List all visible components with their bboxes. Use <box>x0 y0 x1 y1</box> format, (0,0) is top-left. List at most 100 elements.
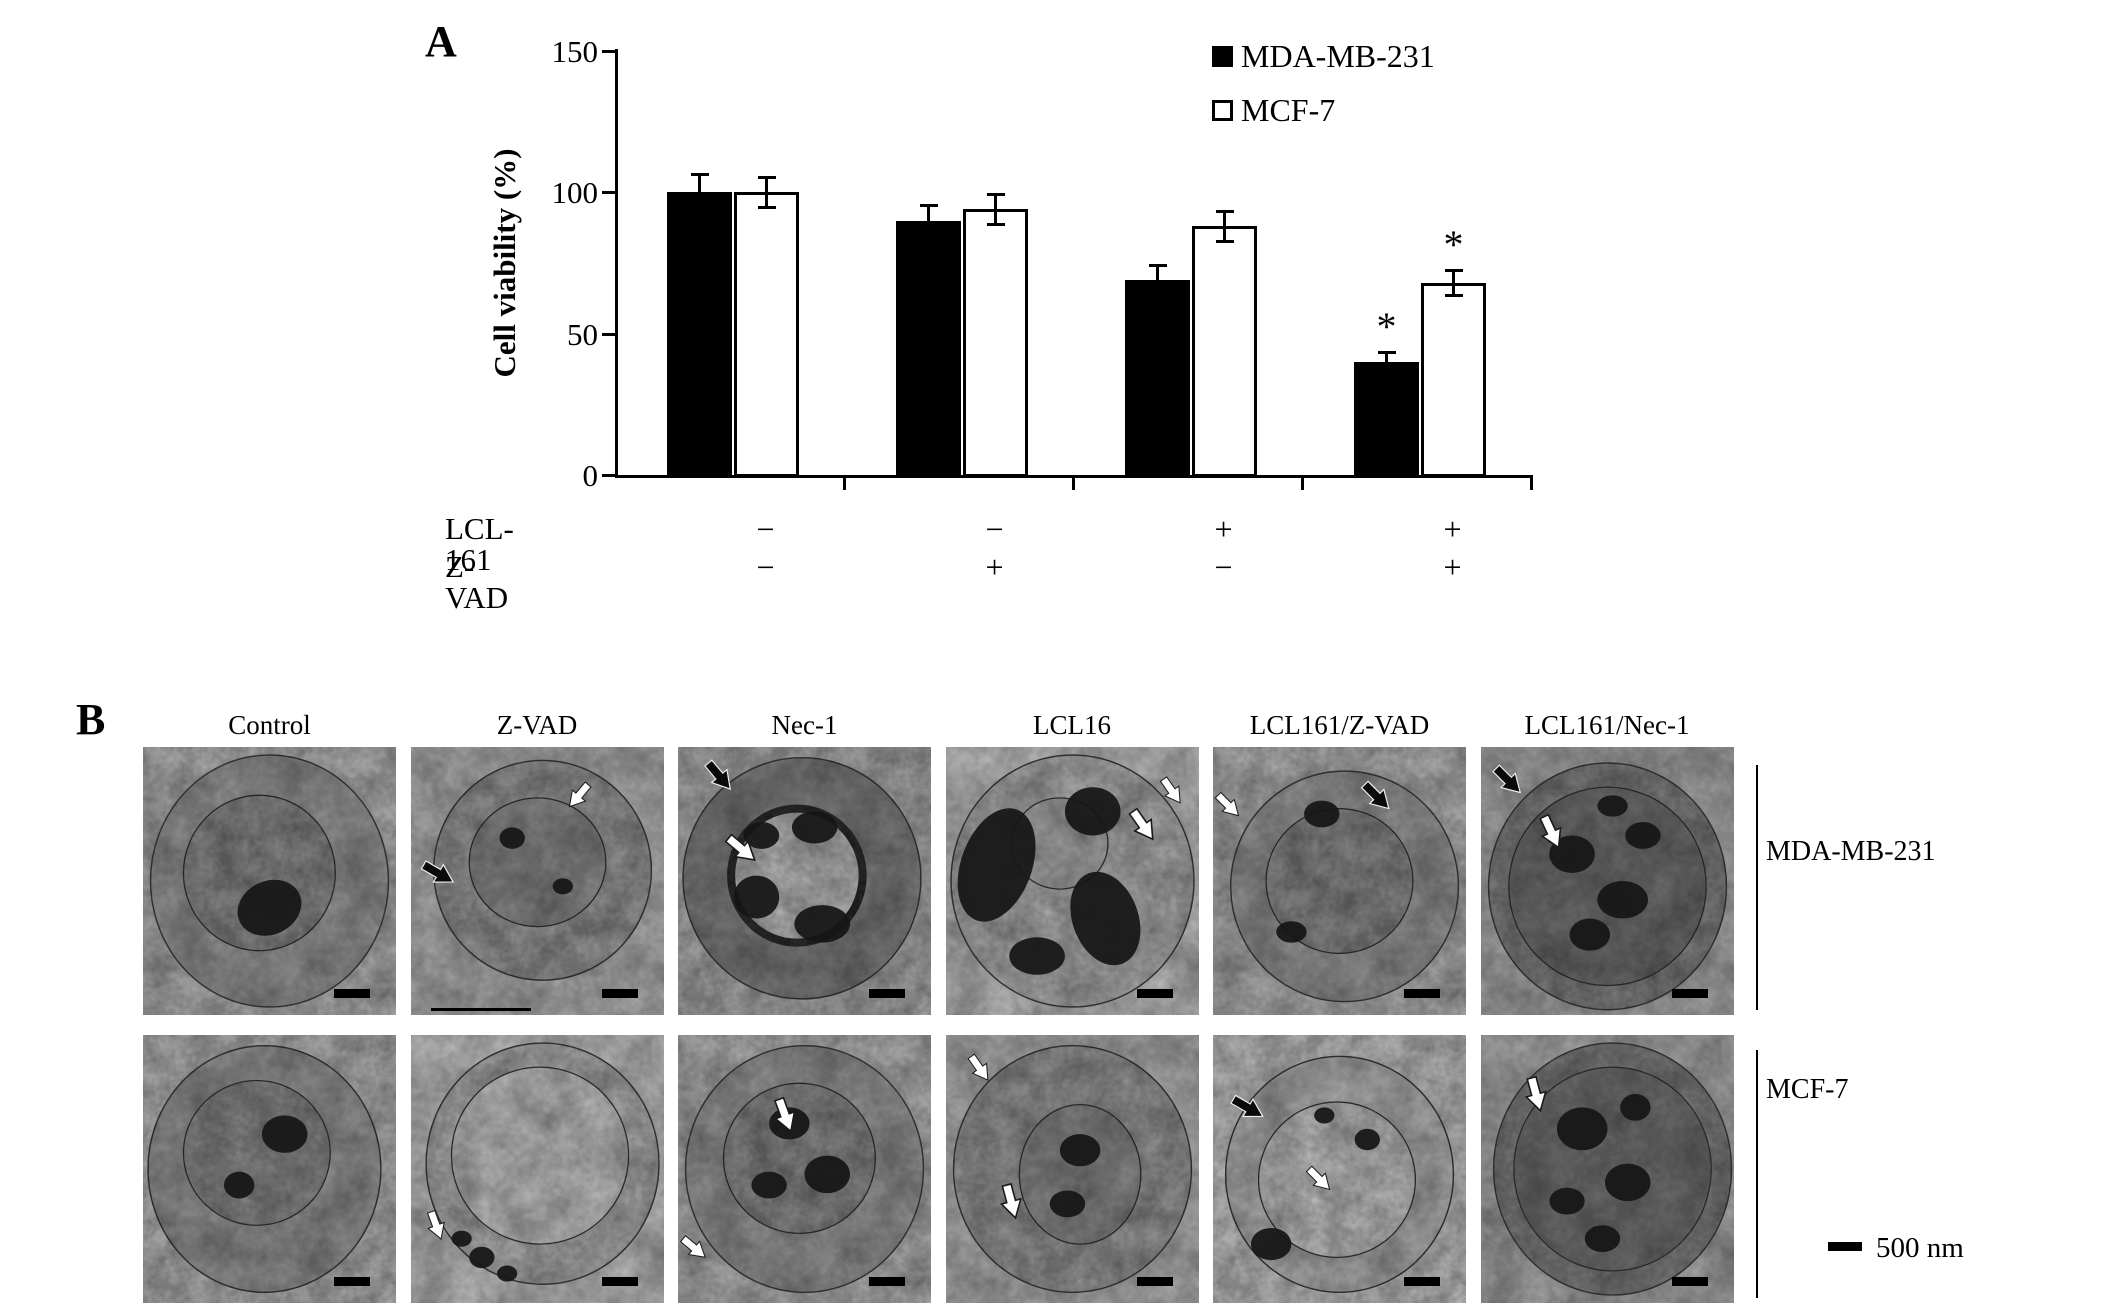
scale-bar-icon <box>334 989 370 998</box>
micrograph-mda-mb-231-lcl16 <box>945 747 1199 1015</box>
scale-bar-icon <box>869 1277 905 1286</box>
bar-mcf-7-group-4 <box>1421 282 1486 477</box>
white-arrow-icon <box>1538 813 1561 849</box>
condition-label-lcl-161: LCL-161 <box>445 511 514 577</box>
micrograph-mda-mb-231-lcl161-z-vad <box>1213 747 1466 1015</box>
legend-entry-mcf-7: MCF-7 <box>1212 94 1435 126</box>
white-arrow-icon <box>1127 807 1154 841</box>
y-tick-150 <box>602 50 615 53</box>
scale-bar-icon <box>1671 1277 1708 1286</box>
error-cap-top-MCF-7-2 <box>986 193 1005 197</box>
y-tick-0 <box>602 474 615 477</box>
legend-swatch-open-white <box>1212 99 1233 121</box>
error-cap-top-MCF-7-1 <box>757 176 776 180</box>
chart-legend: MDA-MB-231 MCF-7 <box>1212 40 1435 126</box>
error-cap-top-MDA-MB-231-2 <box>919 204 938 208</box>
white-arrow-icon <box>724 833 756 861</box>
column-header-lcl161-nec-1: LCL161/Nec-1 <box>1524 710 1690 740</box>
legend-entry-mda-mb-231: MDA-MB-231 <box>1212 40 1435 72</box>
error-stem-MDA-MB-231-1 <box>698 175 701 193</box>
bar-mcf-7-group-3 <box>1192 226 1257 477</box>
scale-bar-icon <box>1404 989 1440 998</box>
black-arrow-icon <box>1491 764 1521 794</box>
micrograph-tile-mda-mb-231-lcl161-z-vad <box>1213 747 1466 1015</box>
x-tick-1 <box>843 478 846 490</box>
micrograph-tile-mcf-7-lcl161-nec-1 <box>1480 1035 1734 1303</box>
scale-bar-icon <box>1136 989 1173 998</box>
bar-mda-mb-231-group-2 <box>896 220 961 477</box>
error-cap-bottom-MCF-7-2 <box>986 223 1005 227</box>
y-tick-label-150: 150 <box>551 34 599 69</box>
column-header-lcl161-z-vad: LCL161/Z-VAD <box>1249 710 1430 740</box>
scale-bar-icon <box>1136 1277 1173 1286</box>
row-bracket-mcf-7 <box>1756 1050 1758 1298</box>
scale-bar-icon <box>1671 989 1708 998</box>
row-bracket-mda-mb-231 <box>1756 765 1758 1010</box>
white-outline-arrow-icon <box>1305 1165 1331 1191</box>
y-tick-label-50: 50 <box>567 316 598 352</box>
column-header-z-vad: Z-VAD <box>496 710 578 740</box>
micrograph-tile-mcf-7-lcl161-z-vad <box>1213 1035 1466 1303</box>
white-outline-arrow-icon <box>1214 791 1240 817</box>
micrograph-mcf-7-lcl161-z-vad <box>1213 1035 1466 1303</box>
column-header-control: Control <box>228 710 311 740</box>
black-arrow-icon <box>420 860 454 883</box>
error-cap-bottom-MCF-7-4 <box>1444 294 1463 298</box>
micrograph-tile-mcf-7-nec-1 <box>678 1035 931 1303</box>
error-cap-top-MDA-MB-231-1 <box>690 173 709 177</box>
white-outline-arrow-icon <box>426 1209 445 1240</box>
black-arrow-icon <box>1230 1094 1264 1118</box>
error-stem-MDA-MB-231-4 <box>1385 353 1388 362</box>
white-arrow-icon <box>1524 1075 1547 1113</box>
y-tick-100 <box>602 191 615 195</box>
error-stem-MDA-MB-231-2 <box>927 206 930 221</box>
x-axis-line <box>615 475 1533 478</box>
y-axis-line <box>615 49 618 478</box>
black-arrow-icon <box>1360 780 1390 810</box>
error-stem-MCF-7-4 <box>1452 271 1455 295</box>
micrograph-mcf-7-lcl161-nec-1 <box>1480 1035 1734 1303</box>
micrograph-mcf-7-lcl16 <box>945 1035 1199 1303</box>
bar-mda-mb-231-group-1 <box>667 192 732 477</box>
error-stem-MCF-7-3 <box>1223 212 1226 241</box>
bar-mcf-7-group-2 <box>963 209 1028 477</box>
condition-sign-z-vad-group-4: + <box>1443 549 1462 585</box>
micrograph-tile-mda-mb-231-z-vad <box>410 747 664 1015</box>
y-tick-label-0: 0 <box>582 458 599 493</box>
micrograph-mda-mb-231-lcl161-nec-1 <box>1480 747 1734 1015</box>
bar-mcf-7-group-1 <box>734 192 799 477</box>
micrograph-mda-mb-231-nec-1 <box>678 747 931 1015</box>
scale-bar-icon <box>1828 1242 1862 1251</box>
condition-sign-lcl-161-group-4: + <box>1443 511 1462 547</box>
white-outline-arrow-icon <box>966 1053 988 1081</box>
micrograph-tile-mcf-7-control <box>143 1035 396 1303</box>
white-arrow-icon <box>773 1096 796 1133</box>
x-tick-3 <box>1301 478 1304 490</box>
scale-bar-icon <box>601 989 638 998</box>
condition-sign-z-vad-group-1: − <box>756 549 775 585</box>
error-stem-MCF-7-1 <box>765 178 768 207</box>
error-stem-MDA-MB-231-3 <box>1156 265 1159 280</box>
column-header-lcl16: LCL16 <box>1033 710 1111 740</box>
condition-sign-z-vad-group-2: + <box>985 549 1004 585</box>
legend-label: MCF-7 <box>1241 92 1336 128</box>
micrograph-tile-mcf-7-z-vad <box>410 1035 664 1303</box>
white-arrow-icon <box>999 1182 1022 1220</box>
black-arrow-icon <box>704 759 731 791</box>
error-cap-bottom-MCF-7-1 <box>757 206 776 210</box>
micrograph-tile-mda-mb-231-nec-1 <box>678 747 931 1015</box>
panel-b-label: B <box>76 695 106 744</box>
x-tick-2 <box>1072 478 1075 490</box>
scale-bar-icon <box>334 1277 370 1286</box>
condition-sign-lcl-161-group-1: − <box>756 511 775 547</box>
condition-sign-lcl-161-group-3: + <box>1214 511 1233 547</box>
y-tick-label-100: 100 <box>551 175 599 211</box>
error-stem-MCF-7-2 <box>994 195 997 224</box>
micrograph-tile-mda-mb-231-lcl161-nec-1 <box>1480 747 1734 1015</box>
error-cap-top-MCF-7-3 <box>1215 210 1234 214</box>
column-header-nec-1: Nec-1 <box>771 710 838 740</box>
scale-bar-label: 500 nm <box>1876 1232 1964 1264</box>
y-tick-50 <box>602 332 615 336</box>
error-cap-bottom-MCF-7-3 <box>1215 240 1234 244</box>
